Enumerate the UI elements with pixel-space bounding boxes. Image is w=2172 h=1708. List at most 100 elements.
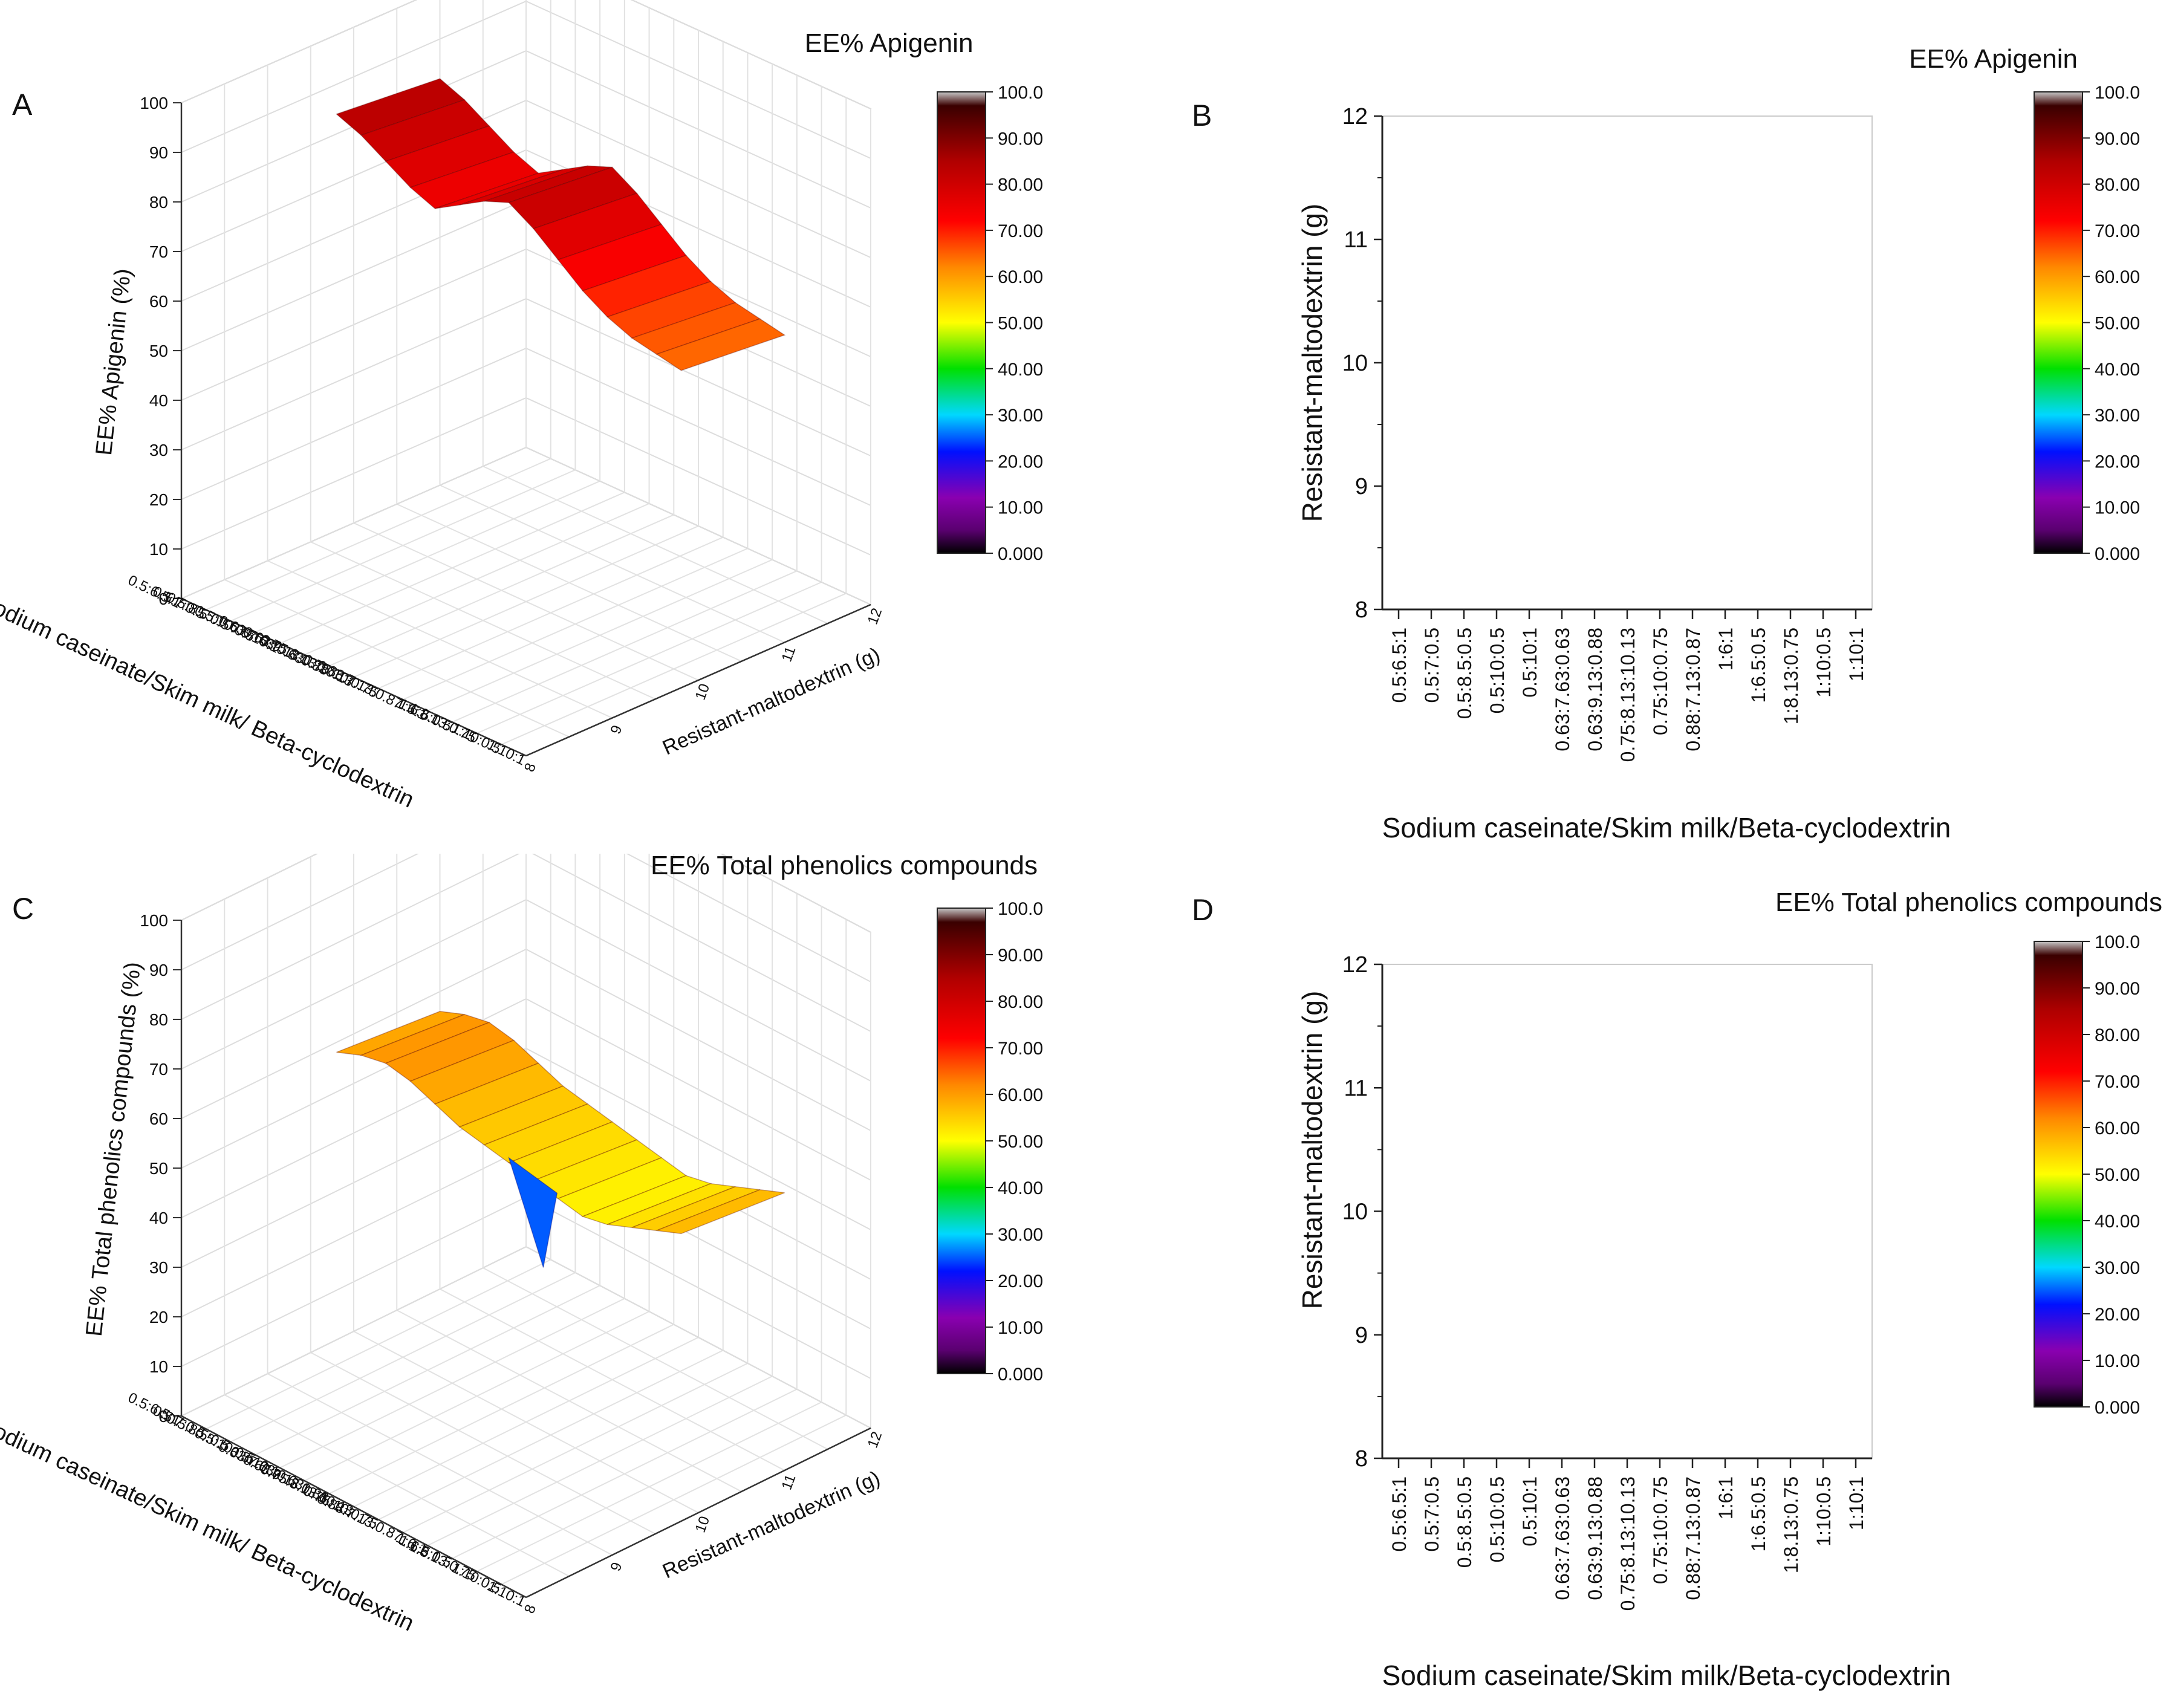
z-tick-label: 100 xyxy=(140,94,168,112)
y-tick-label: 8 xyxy=(521,1603,539,1616)
wall-gridline xyxy=(181,0,871,109)
z-axis-label: EE% Apigenin (%) xyxy=(91,267,136,456)
colorbar-tick-label: 30.00 xyxy=(2095,406,2140,426)
z-tick-label: 90 xyxy=(149,961,168,979)
colorbar: 0.000 10.00 20.00 30.00 40.00 50.00 60.00 70.00… xyxy=(2034,932,2140,1418)
panel-a: 0 10 20 30 40 50 60 70 80 90 100 0.5:6.5:1 0.5:7:0.5… xyxy=(0,0,1086,854)
z-tick-label: 30 xyxy=(149,1258,168,1277)
y-axis-label: Resistant-maltodextrin (g) xyxy=(659,1466,883,1583)
y-tick-label: 9 xyxy=(607,1560,625,1574)
x-tick-label: 0.88:7.13:0.87 xyxy=(314,1490,405,1546)
surface-patch xyxy=(656,1189,785,1235)
x-tick-label: 0.5:8.5:0.5 xyxy=(1454,1476,1475,1568)
z-tick-label: 60 xyxy=(149,1109,168,1128)
floor-grid xyxy=(181,447,871,756)
y-tick-label: 11 xyxy=(1344,227,1368,253)
y-tick-label: 11 xyxy=(779,645,799,664)
z-tick-label: 40 xyxy=(149,1209,168,1227)
y-tick-label: 11 xyxy=(779,1472,799,1492)
colorbar-tick-label: 100.0 xyxy=(2095,932,2140,952)
x-tick-label: 0.63:7.63:0.63 xyxy=(1552,1476,1573,1600)
colorbar-tick-label: 20.00 xyxy=(2095,1305,2140,1325)
z-axis-label: EE% Total phenolics compounds (%) xyxy=(82,961,146,1337)
colorbar-tick-label: 10.00 xyxy=(2095,1351,2140,1371)
colorbar-tick-label: 80.00 xyxy=(998,175,1043,195)
x-tick-label: 1:6.5:0.5 xyxy=(1748,1476,1769,1552)
floor-gridline xyxy=(353,522,699,681)
x-tick-label: 0.75:8.13:10.13 xyxy=(1617,1476,1639,1611)
panel-letter: B xyxy=(1192,99,1212,132)
colorbar-tick-label: 0.000 xyxy=(998,1365,1043,1385)
y-tick-label: 8 xyxy=(1355,1446,1368,1472)
y-tick-label: 10 xyxy=(1342,1200,1368,1225)
z-tick-label: 60 xyxy=(149,292,168,311)
colorbar-tick-label: 10.00 xyxy=(2095,498,2140,518)
y-tick-label: 12 xyxy=(1342,952,1368,978)
colorbar-tick-label: 10.00 xyxy=(998,498,1043,518)
chart-title: EE% Apigenin xyxy=(1909,44,2078,74)
x-tick-label: 0.5:7:0.5 xyxy=(1421,628,1443,703)
colorbar-tick-label: 70.00 xyxy=(998,221,1043,241)
floor-gridline xyxy=(310,541,656,700)
floor-gridline xyxy=(310,1352,656,1534)
y-tick-label: 10 xyxy=(692,1514,714,1534)
y-tick-label: 9 xyxy=(1355,474,1368,499)
panel-d-svg: 8 9 10 11 12 0.5:6.5:1 0.5:7:0.5 0.5:8.5:0.5 0.5… xyxy=(1192,888,2162,1691)
floor-gridline xyxy=(440,484,785,643)
colorbar-tick-label: 50.00 xyxy=(998,1132,1043,1152)
z-tick-label: 50 xyxy=(149,1159,168,1178)
x-tick-label: 1:10:0.5 xyxy=(1813,1476,1835,1547)
x-tick-label: 1:10:1 xyxy=(484,1578,528,1611)
y-tick-label: 12 xyxy=(865,606,886,626)
colorbar-tick-label: 20.00 xyxy=(998,452,1043,472)
colorbar-tick-label: 20.00 xyxy=(998,1271,1043,1291)
y-tick-label: 12 xyxy=(1342,104,1368,129)
colorbar-tick-label: 40.00 xyxy=(2095,1212,2140,1232)
x-tick-label: 0.5:8.5:0.5 xyxy=(1454,628,1475,719)
chart-title: EE% Total phenolics compounds xyxy=(1775,888,2162,917)
panel-letter: D xyxy=(1192,893,1214,927)
colorbar-tick-label: 30.00 xyxy=(998,406,1043,426)
z-tick-label: 20 xyxy=(149,490,168,509)
colorbar-tick-label: 50.00 xyxy=(2095,1165,2140,1185)
x-tick-label: 0.88:7.13:0.87 xyxy=(314,657,405,713)
x-tick-label: 1:6:1 xyxy=(1715,628,1737,671)
x-tick-label: 0.5:10:0.5 xyxy=(1486,1476,1508,1562)
z-tick-label: 50 xyxy=(149,342,168,360)
x-tick-label: 0.63:7.63:0.63 xyxy=(1552,628,1573,752)
floor-gridline xyxy=(224,579,570,738)
colorbar-tick-label: 100.0 xyxy=(2095,83,2140,103)
panel-c-svg: 01020304050607080901000.5:6.5:10.5:7:0.5… xyxy=(0,854,1043,1637)
y-tick-label: 9 xyxy=(607,723,625,736)
colorbar-tick-label: 80.00 xyxy=(2095,1025,2140,1045)
floor-gridline xyxy=(396,1310,742,1492)
wall-gridline xyxy=(181,854,871,982)
colorbar-tick-label: 60.00 xyxy=(2095,267,2140,287)
x-tick-label: 1:6:1 xyxy=(1715,1476,1737,1519)
panel-a-svg: 01020304050607080901000.5:6.5:10.5:7:0.5… xyxy=(0,0,1043,813)
colorbar-tick-label: 0.000 xyxy=(998,544,1043,564)
plot-frame xyxy=(1382,964,1873,1459)
z-tick-label: 10 xyxy=(149,1357,168,1376)
x-tick-label: 1:10:1 xyxy=(1845,628,1867,681)
y-tick-label: 11 xyxy=(1344,1076,1368,1101)
colorbar: 0.000 10.00 20.00 30.00 40.00 50.00 60.00 70.00… xyxy=(937,83,1043,564)
colorbar-tick-label: 70.00 xyxy=(2095,221,2140,241)
z-tick-label: 80 xyxy=(149,193,168,212)
chart-title: EE% Apigenin xyxy=(805,28,974,58)
y-axis-line xyxy=(525,1427,871,1599)
floor-gridline xyxy=(483,1267,828,1450)
z-tick-label: 90 xyxy=(149,143,168,162)
y-tick-label: 8 xyxy=(521,761,539,774)
colorbar-gradient xyxy=(937,908,986,1374)
x-tick-label: 1:10:1 xyxy=(484,736,528,769)
floor-gridline xyxy=(267,560,613,719)
colorbar-tick-label: 0.000 xyxy=(2095,544,2140,564)
colorbar-tick-label: 10.00 xyxy=(998,1318,1043,1338)
x-tick-label: 0.5:10:1 xyxy=(1519,1476,1541,1547)
z-tick-label: 70 xyxy=(149,1060,168,1079)
z-tick-label: 100 xyxy=(140,911,168,930)
colorbar-tick-label: 50.00 xyxy=(998,314,1043,334)
colorbar-tick-label: 80.00 xyxy=(998,992,1043,1012)
colorbar-tick-label: 60.00 xyxy=(998,267,1043,287)
